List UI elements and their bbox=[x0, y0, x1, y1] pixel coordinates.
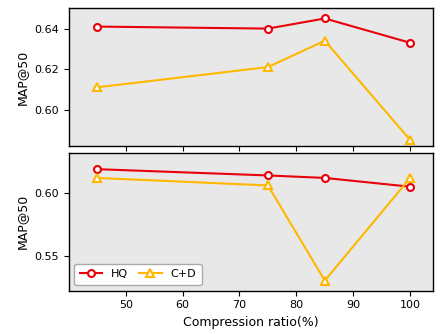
Line: C+D: C+D bbox=[93, 37, 414, 144]
C+D bbox=[408, 138, 413, 142]
C+D bbox=[408, 176, 413, 180]
HQ bbox=[322, 16, 328, 20]
Y-axis label: MAP@50: MAP@50 bbox=[16, 194, 29, 249]
Y-axis label: MAP@50: MAP@50 bbox=[16, 49, 29, 105]
C+D bbox=[322, 279, 328, 283]
Line: HQ: HQ bbox=[94, 166, 414, 190]
Line: HQ: HQ bbox=[94, 15, 414, 46]
HQ bbox=[322, 176, 328, 180]
Legend: HQ, C+D: HQ, C+D bbox=[75, 264, 202, 285]
C+D bbox=[322, 39, 328, 43]
X-axis label: Compression ratio(%): Compression ratio(%) bbox=[183, 316, 319, 329]
HQ bbox=[408, 185, 413, 189]
Line: C+D: C+D bbox=[93, 174, 414, 285]
HQ bbox=[95, 167, 100, 171]
HQ bbox=[265, 173, 270, 177]
C+D bbox=[265, 65, 270, 69]
C+D bbox=[95, 85, 100, 89]
HQ bbox=[265, 27, 270, 31]
C+D bbox=[265, 183, 270, 187]
HQ bbox=[408, 41, 413, 45]
C+D bbox=[95, 176, 100, 180]
HQ bbox=[95, 25, 100, 29]
